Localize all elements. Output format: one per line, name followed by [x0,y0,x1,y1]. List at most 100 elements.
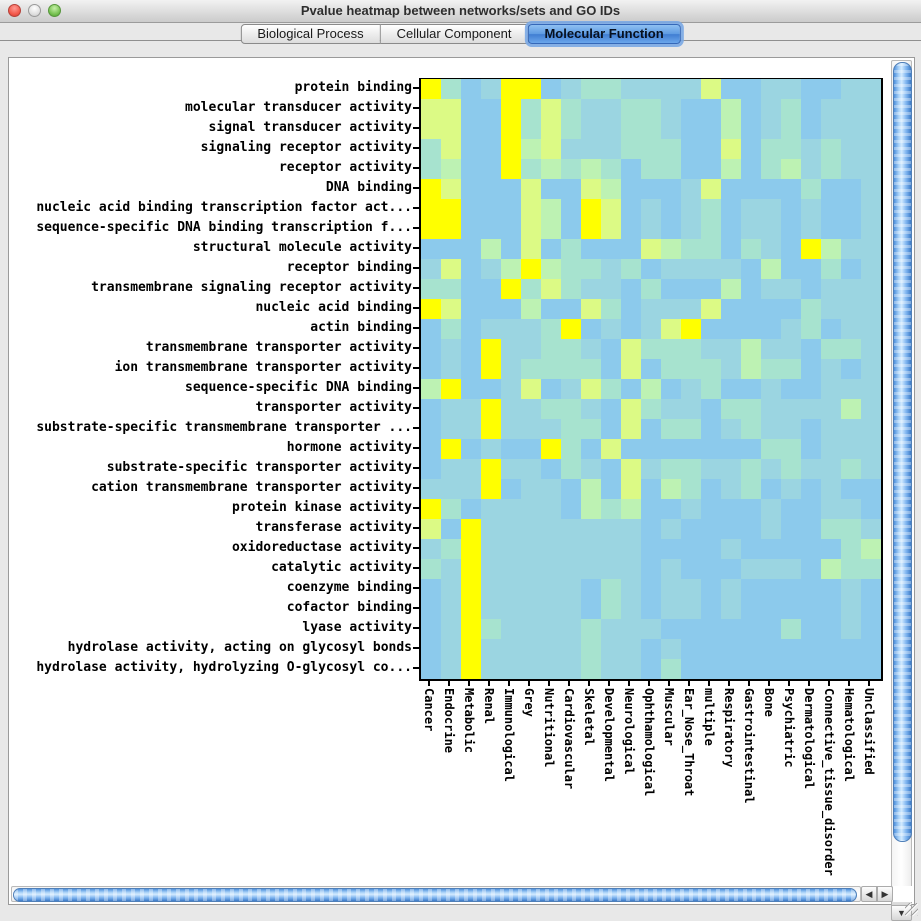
heatmap-cell [421,559,441,579]
heatmap-cell [501,499,521,519]
heatmap-cell [821,499,841,519]
heatmap-cell [681,319,701,339]
heatmap-cell [521,499,541,519]
tab-biological-process[interactable]: Biological Process [240,24,381,44]
heatmap-cell [761,139,781,159]
heatmap-cell [861,419,881,439]
heatmap-cell [801,659,821,679]
heatmap-cell [601,139,621,159]
heatmap-cell [501,299,521,319]
heatmap-cell [741,279,761,299]
heatmap-cell [741,219,761,239]
heatmap-cell [421,159,441,179]
y-axis-tick [413,667,419,669]
heatmap-cell [801,219,821,239]
minimize-button-icon[interactable] [28,4,41,17]
x-axis-tick [508,680,510,686]
heatmap-cell [641,619,661,639]
y-axis-tick [413,147,419,149]
heatmap-cell [421,519,441,539]
heatmap-cell [821,379,841,399]
heatmap-cell [781,239,801,259]
heatmap-cell [721,379,741,399]
heatmap-cell [461,499,481,519]
y-axis-tick [413,427,419,429]
heatmap-cell [521,339,541,359]
heatmap-cell [561,499,581,519]
scroll-left-arrow-icon[interactable]: ◀ [861,886,877,902]
resize-grip[interactable] [905,903,918,916]
heatmap-cell [641,519,661,539]
heatmap-cell [461,119,481,139]
heatmap-cell [481,219,501,239]
heatmap-cell [841,119,861,139]
heatmap-cell [741,639,761,659]
heatmap-cell [461,319,481,339]
heatmap-cell [521,379,541,399]
heatmap-cell [661,559,681,579]
heatmap-cell [461,459,481,479]
heatmap-row-label: oxidoreductase activity [231,540,412,555]
heatmap-cell [801,579,821,599]
heatmap-cell [801,199,821,219]
horizontal-scrollbar[interactable] [11,886,861,902]
heatmap-cell [801,499,821,519]
vertical-scrollbar[interactable] [891,60,912,888]
heatmap-cell [581,659,601,679]
heatmap-cell [601,479,621,499]
scroll-right-arrow-icon[interactable]: ▶ [877,886,893,902]
heatmap-cell [641,499,661,519]
heatmap-cell [501,339,521,359]
y-axis-tick [413,87,419,89]
heatmap-cell [581,459,601,479]
heatmap-cell [681,119,701,139]
heatmap-column-label: Muscular [662,688,676,746]
tab-molecular-function[interactable]: Molecular Function [527,24,681,44]
heatmap-cell [421,459,441,479]
heatmap-cell [681,99,701,119]
heatmap-cell [721,259,741,279]
heatmap-cell [681,479,701,499]
heatmap-cell [481,119,501,139]
heatmap-cell [741,139,761,159]
x-axis-tick [528,680,530,686]
heatmap-cell [781,479,801,499]
heatmap-cell [461,359,481,379]
heatmap-cell [841,359,861,379]
heatmap-cell [721,459,741,479]
heatmap-cell [761,259,781,279]
heatmap-row-label: transferase activity [255,520,412,535]
heatmap-cell [441,239,461,259]
zoom-button-icon[interactable] [48,4,61,17]
heatmap-column-label: Nutritional [542,688,556,768]
heatmap-cell [721,159,741,179]
heatmap-cell [421,639,441,659]
heatmap-cell [841,219,861,239]
heatmap-cell [861,519,881,539]
titlebar[interactable]: Pvalue heatmap between networks/sets and… [0,0,921,23]
heatmap-cell [581,99,601,119]
heatmap-cell [461,519,481,539]
heatmap-cell [841,419,861,439]
heatmap-cell [721,299,741,319]
close-button-icon[interactable] [8,4,21,17]
heatmap-cell [461,79,481,99]
heatmap-cell [721,359,741,379]
heatmap-cell [421,279,441,299]
heatmap-cell [781,399,801,419]
heatmap-cell [481,539,501,559]
tab-cellular-component[interactable]: Cellular Component [380,24,529,44]
heatmap-cell [641,379,661,399]
heatmap-cell [641,119,661,139]
heatmap-cell [441,639,461,659]
x-axis-tick [648,680,650,686]
heatmap-cell [501,179,521,199]
heatmap-row-label: hydrolase activity, hydrolyzing O-glycos… [36,660,412,675]
horizontal-scrollbar-thumb[interactable] [13,888,857,902]
vertical-scrollbar-thumb[interactable] [893,62,912,842]
heatmap-cell [821,159,841,179]
heatmap-cell [561,139,581,159]
heatmap-cell [641,639,661,659]
heatmap-cell [761,379,781,399]
heatmap-cell [861,279,881,299]
